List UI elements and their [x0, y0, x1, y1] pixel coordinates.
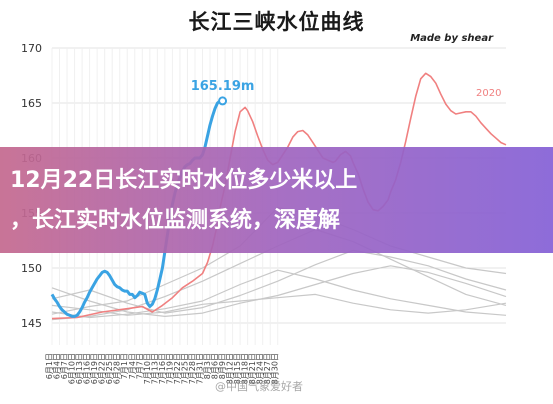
- series-label-2020: 2020: [476, 88, 501, 99]
- y-tick-label: 170: [21, 42, 42, 55]
- x-tick-label: 8月24日: [256, 353, 265, 384]
- x-tick-label: 7月22日: [173, 353, 182, 384]
- series-line: [51, 249, 507, 314]
- series-line: [51, 293, 507, 316]
- x-tick-label: 7月10日: [143, 353, 152, 384]
- headline-text: 12月22日长江实时水位多少米以上 ，长江实时水位监测系统，深度解: [10, 161, 550, 241]
- x-tick-label: 8月12日: [226, 353, 235, 384]
- x-tick-label: 7月19日: [165, 353, 174, 384]
- x-tick-label: 6月7日: [60, 353, 69, 379]
- y-tick-label: 150: [21, 262, 42, 275]
- x-tick-label: 8月27日: [263, 353, 272, 384]
- x-tick-label: 6月13日: [75, 353, 84, 384]
- x-tick-label: 7月31日: [195, 353, 204, 384]
- x-tick-label: 6月19日: [90, 353, 99, 384]
- series-line: [51, 269, 507, 319]
- chart-title: 长江三峡水位曲线: [188, 10, 365, 34]
- y-tick-label: 165: [21, 97, 42, 110]
- headline-banner: 12月22日长江实时水位多少米以上 ，长江实时水位监测系统，深度解: [0, 147, 553, 253]
- series-line: [51, 265, 507, 317]
- x-tick-label: 7月4日: [128, 353, 137, 379]
- x-tick-label: 6月4日: [53, 353, 62, 379]
- x-tick-label: 7月1日: [120, 353, 129, 379]
- x-tick-label: 8月21日: [248, 353, 257, 384]
- y-tick-label: 145: [21, 317, 42, 330]
- headline-line-1: 12月22日长江实时水位多少米以上: [10, 168, 358, 193]
- x-tick-label: 8月9日: [218, 353, 227, 379]
- x-tick-label: 6月10日: [68, 353, 77, 384]
- credit-text: Made by shear: [410, 33, 493, 44]
- x-tick-label: 8月3日: [203, 353, 212, 379]
- x-tick-label: 6月25日: [105, 353, 114, 384]
- x-tick-label: 7月25日: [180, 353, 189, 384]
- x-tick-label: 6月1日: [45, 353, 54, 379]
- x-tick-label: 6月16日: [83, 353, 92, 384]
- x-tick-label: 8月18日: [241, 353, 250, 384]
- x-tick-label: 8月6日: [211, 353, 220, 379]
- x-tick-label: 7月28日: [188, 353, 197, 384]
- watermark: @中国气象爱好者: [215, 380, 303, 393]
- headline-line-2: ，长江实时水位监测系统，深度解: [10, 208, 341, 233]
- x-tick-label: 8月15日: [233, 353, 242, 384]
- x-tick-label: 7月16日: [158, 353, 167, 384]
- current-value-label: 165.19m: [191, 79, 255, 94]
- x-tick-label: 8月30日: [271, 353, 280, 384]
- annotations: 2020 165.19m: [191, 79, 501, 106]
- x-tick-label: 7月7日: [135, 353, 144, 379]
- x-tick-label: 6月28日: [113, 353, 122, 384]
- x-axis: 6月1日6月4日6月7日6月10日6月13日6月16日6月19日6月22日6月2…: [45, 353, 280, 384]
- x-tick-label: 6月22日: [98, 353, 107, 384]
- x-tick-label: 7月13日: [150, 353, 159, 384]
- current-endpoint-marker: [218, 96, 228, 106]
